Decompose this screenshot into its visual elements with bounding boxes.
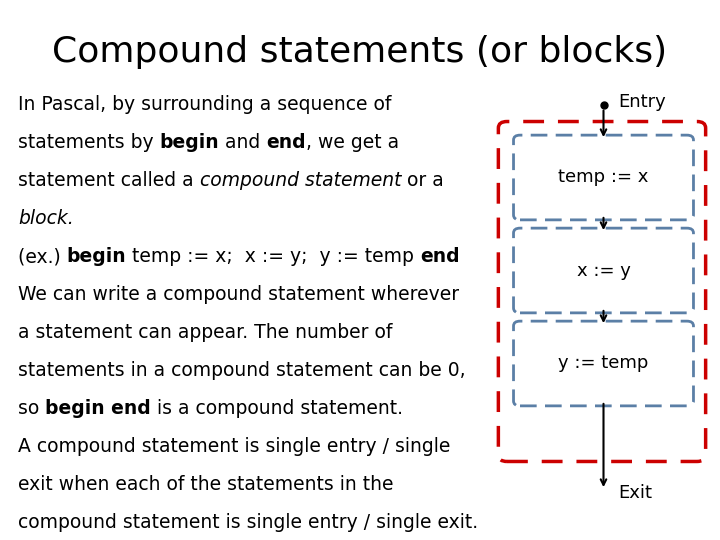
Text: statements by: statements by xyxy=(18,133,160,152)
Text: begin: begin xyxy=(67,247,127,266)
Text: Compound statements (or blocks): Compound statements (or blocks) xyxy=(53,35,667,69)
Text: A compound statement is single entry / single: A compound statement is single entry / s… xyxy=(18,437,451,456)
Text: x := y: x := y xyxy=(577,261,631,280)
Text: a statement can appear. The number of: a statement can appear. The number of xyxy=(18,323,392,342)
Text: Entry: Entry xyxy=(618,93,666,111)
Text: In Pascal, by surrounding a sequence of: In Pascal, by surrounding a sequence of xyxy=(18,95,392,114)
Text: We can write a compound statement wherever: We can write a compound statement wherev… xyxy=(18,285,459,304)
Text: Exit: Exit xyxy=(618,484,652,502)
Text: or a: or a xyxy=(401,171,444,190)
Text: compound statement is single entry / single exit.: compound statement is single entry / sin… xyxy=(18,513,478,532)
Text: temp := x: temp := x xyxy=(558,168,649,186)
FancyBboxPatch shape xyxy=(513,135,693,220)
FancyBboxPatch shape xyxy=(513,321,693,406)
Text: exit when each of the statements in the: exit when each of the statements in the xyxy=(18,475,394,494)
Text: begin end: begin end xyxy=(45,399,151,418)
Text: , we get a: , we get a xyxy=(306,133,400,152)
Text: temp := x;  x := y;  y := temp: temp := x; x := y; y := temp xyxy=(127,247,420,266)
Text: and: and xyxy=(220,133,266,152)
Text: begin: begin xyxy=(160,133,220,152)
Text: (ex.): (ex.) xyxy=(18,247,67,266)
Text: block.: block. xyxy=(18,209,73,228)
Text: statements in a compound statement can be 0,: statements in a compound statement can b… xyxy=(18,361,466,380)
Text: is a compound statement.: is a compound statement. xyxy=(151,399,403,418)
FancyBboxPatch shape xyxy=(513,228,693,313)
FancyBboxPatch shape xyxy=(498,122,706,462)
Text: compound statement: compound statement xyxy=(199,171,401,190)
Text: y := temp: y := temp xyxy=(558,354,649,373)
Text: statement called a: statement called a xyxy=(18,171,199,190)
Text: so: so xyxy=(18,399,45,418)
Text: end: end xyxy=(266,133,306,152)
Text: end: end xyxy=(420,247,460,266)
